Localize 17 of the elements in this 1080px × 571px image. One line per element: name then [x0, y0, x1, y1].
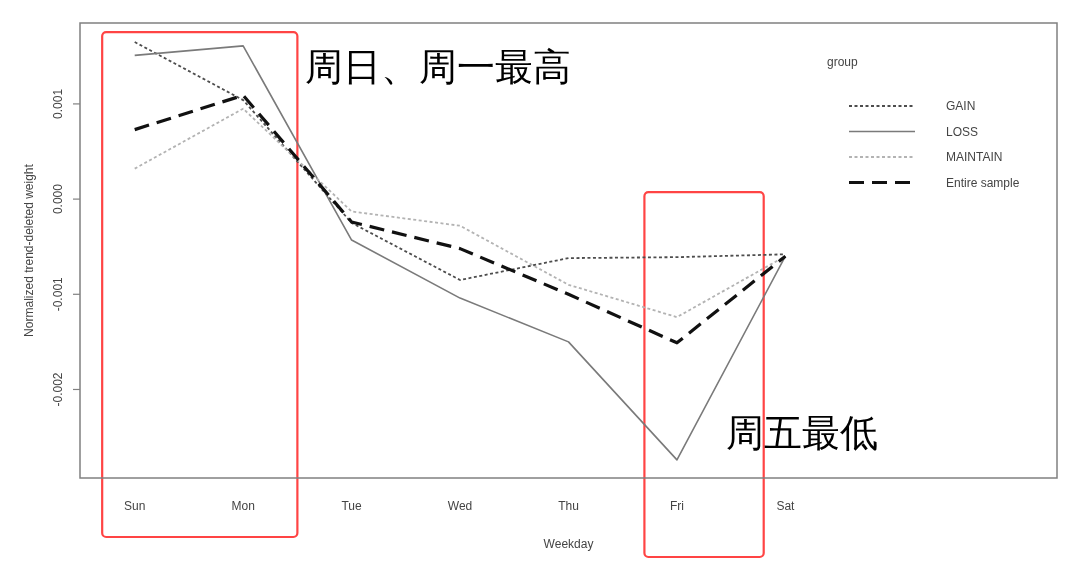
legend: group GAIN LOSS MAINTAIN Entire sample — [827, 55, 1020, 190]
x-tick-label: Tue — [341, 499, 363, 513]
x-tick-label: Thu — [558, 499, 579, 513]
x-tick-label: Mon — [231, 499, 255, 513]
x-tick-label: Wed — [447, 499, 473, 513]
y-tick-label: -0.001 — [51, 276, 65, 312]
y-axis-title: Normalized trend-deleted weight — [22, 163, 36, 337]
y-tick-label: -0.002 — [51, 372, 65, 407]
x-axis-title: Weekday — [543, 537, 594, 551]
x-tick-label: Sun — [124, 499, 146, 513]
line-series — [133, 93, 787, 345]
legend-title: group — [827, 55, 859, 69]
x-tick-label: Sat — [776, 499, 796, 513]
x-tick-label: Fri — [669, 499, 684, 513]
annotation: 周日、周一最高 — [305, 45, 572, 88]
y-tick-label: 0.001 — [51, 88, 65, 119]
y-tick-label: 0.000 — [51, 183, 65, 215]
